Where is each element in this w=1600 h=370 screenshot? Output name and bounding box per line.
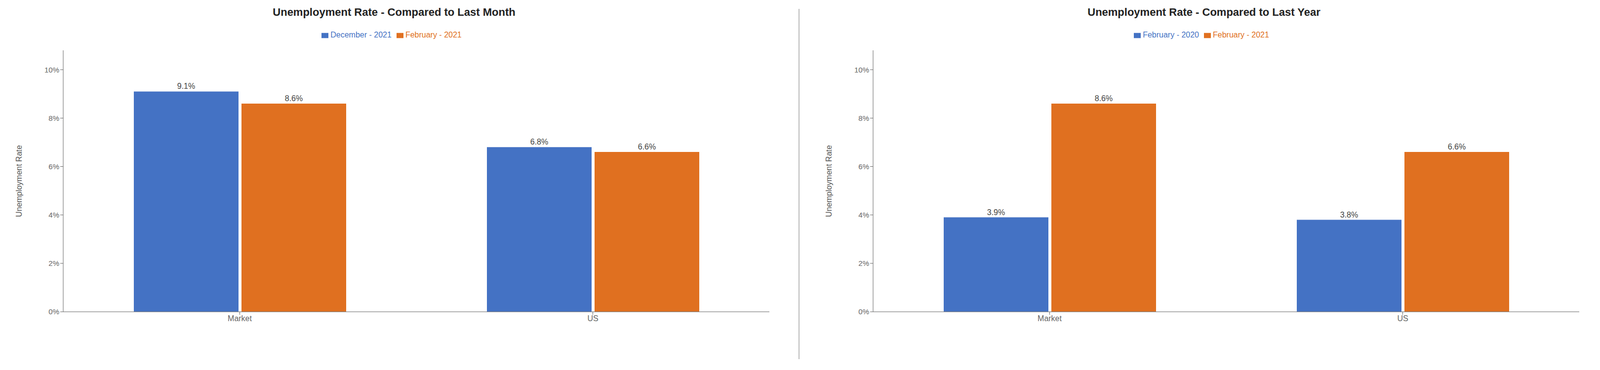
svg-text:10%: 10% [44,65,60,75]
svg-text:Unemployment Rate: Unemployment Rate [824,145,834,218]
svg-text:6%: 6% [48,162,60,171]
svg-text:0%: 0% [858,307,870,317]
html-text:Unemployment Rate - Compared t: Unemployment Rate - Compared to Last Mon… [272,5,516,19]
svg-text:Market: Market [1037,314,1062,323]
svg-text:8.6%: 8.6% [1094,94,1113,103]
svg-text:4%: 4% [858,210,870,220]
svg-text:4%: 4% [48,210,60,220]
html-text:Unemployment Rate - Compared t: Unemployment Rate - Compared to Last Yea… [1087,5,1321,19]
svg-text:3.8%: 3.8% [1340,210,1359,220]
svg-text:0%: 0% [48,307,60,317]
svg-text:9.1%: 9.1% [177,81,196,91]
svg-text:US: US [1397,314,1408,323]
svg-text:Market: Market [227,314,252,323]
html-text:December - 2021: December - 2021 [330,30,392,40]
svg-text:6.6%: 6.6% [1447,142,1466,152]
svg-text:2%: 2% [858,259,870,268]
svg-text:2%: 2% [48,259,60,268]
svg-text:6%: 6% [858,162,870,171]
svg-text:Unemployment Rate: Unemployment Rate [14,145,24,218]
svg-text:6.8%: 6.8% [530,137,549,147]
svg-text:8%: 8% [48,114,60,123]
html-text:February - 2021: February - 2021 [1212,30,1270,40]
html-text:February - 2021: February - 2021 [405,30,462,40]
svg-text:8%: 8% [858,114,870,123]
svg-text:3.9%: 3.9% [987,208,1005,217]
svg-text:8.6%: 8.6% [284,94,303,103]
svg-text:6.6%: 6.6% [638,142,656,152]
html-text:February - 2020: February - 2020 [1142,30,1200,40]
svg-text:10%: 10% [854,65,870,75]
svg-text:US: US [587,314,599,323]
